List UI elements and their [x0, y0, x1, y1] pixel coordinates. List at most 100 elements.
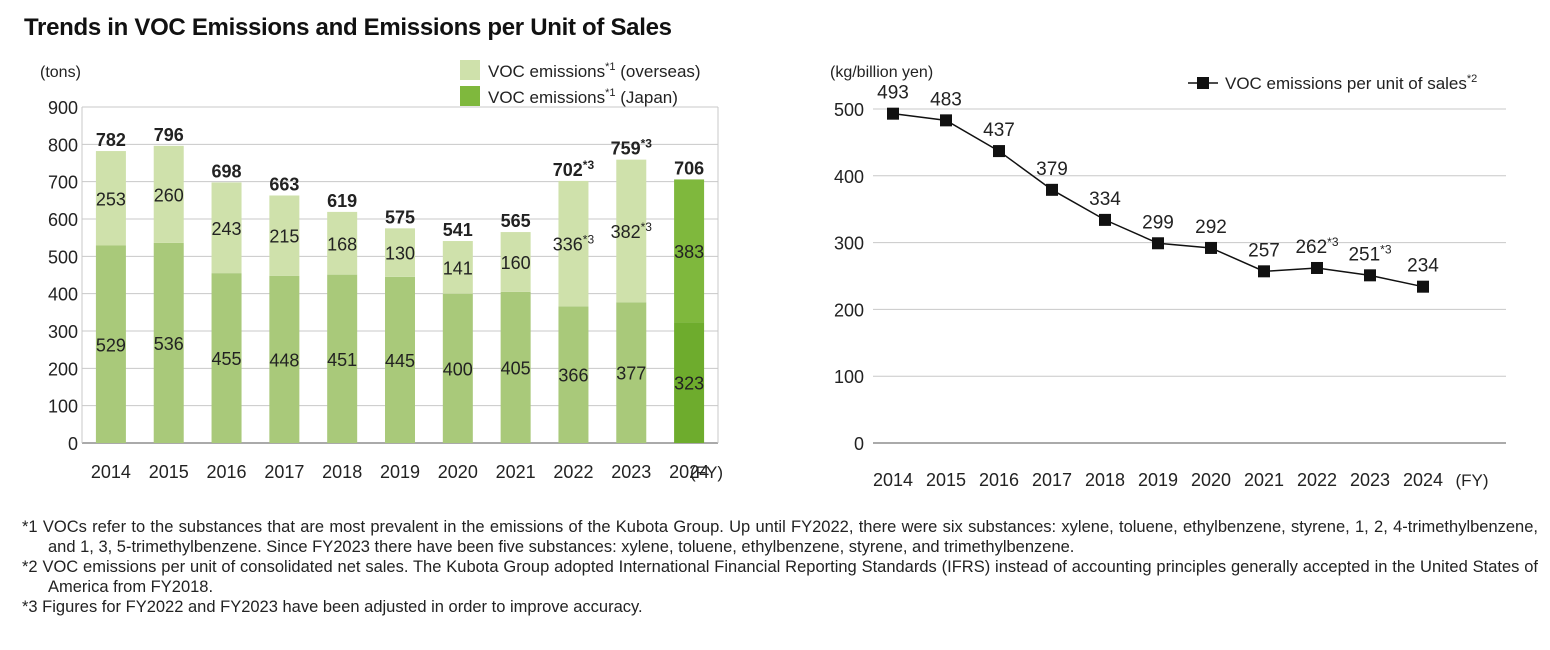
y-tick-label: 200 [48, 359, 78, 379]
data-point [993, 145, 1005, 158]
stacked-bar-chart: (tons) 0 100 200 300 400 500 600 700 800 900 529 253… [40, 60, 723, 482]
legend: VOC emissions*1 (overseas) VOC emissions*… [460, 60, 701, 107]
y-tick-label: 0 [68, 434, 78, 454]
x-axis-unit: (FY) [690, 463, 723, 482]
x-tick-label: 2019 [380, 462, 420, 482]
x-tick-label: 2018 [322, 462, 362, 482]
y-tick-label: 800 [48, 135, 78, 155]
total-label: 702*3 [553, 158, 595, 180]
bar-overseas [95, 151, 126, 246]
data-label-japan: 448 [269, 350, 299, 370]
x-tick-label: 2017 [1032, 470, 1072, 490]
x-tick-label: 2014 [873, 470, 913, 490]
y-tick-label: 700 [48, 173, 78, 193]
data-label-overseas: 215 [269, 227, 299, 247]
x-tick-label: 2024 [1403, 470, 1443, 490]
data-label: 334 [1089, 189, 1121, 210]
bar-japan [674, 322, 705, 443]
legend: VOC emissions per unit of sales*2 [1188, 73, 1477, 93]
bar-japan [95, 245, 126, 443]
x-tick-label: 2015 [926, 470, 966, 490]
x-tick-label: 2021 [1244, 470, 1284, 490]
data-label-japan: 323 [674, 374, 704, 394]
data-label: 379 [1036, 159, 1068, 180]
bar-japan [385, 276, 415, 443]
x-tick-label: 2016 [979, 470, 1019, 490]
x-tick-label: 2024 [669, 462, 709, 482]
total-label: 796 [154, 125, 184, 145]
bar-overseas [674, 179, 705, 323]
bar-japan [500, 291, 531, 443]
data-label-overseas: 160 [501, 253, 531, 273]
data-label: 493 [877, 83, 909, 104]
total-label: 541 [443, 220, 473, 240]
bar-japan [211, 273, 242, 443]
x-tick-label: 2023 [611, 462, 651, 482]
footnote-3: *3 Figures for FY2022 and FY2023 have be… [22, 598, 643, 616]
data-label-overseas: 168 [327, 234, 357, 254]
bar-overseas [211, 182, 242, 274]
data-label-overseas: 382*3 [611, 220, 653, 242]
legend-swatch [460, 60, 480, 80]
data-label: 299 [1142, 212, 1174, 233]
data-label-overseas: 383 [674, 242, 704, 262]
data-label-japan: 377 [616, 364, 646, 384]
data-label: 483 [930, 89, 962, 110]
total-label: 782 [96, 130, 126, 150]
data-point [887, 107, 899, 120]
y-tick-label: 500 [48, 247, 78, 267]
x-tick-label: 2020 [1191, 470, 1231, 490]
x-tick-label: 2022 [553, 462, 593, 482]
data-label-japan: 536 [154, 334, 184, 354]
x-tick-label: 2021 [496, 462, 536, 482]
x-tick-label: 2018 [1085, 470, 1125, 490]
bar-overseas [327, 211, 358, 275]
bar-overseas [558, 180, 589, 307]
y-tick-label: 400 [834, 167, 864, 187]
data-point [1311, 261, 1323, 274]
x-tick-label: 2017 [264, 462, 304, 482]
data-label: 437 [983, 120, 1015, 141]
total-label: 759*3 [611, 137, 653, 159]
total-label: 575 [385, 207, 415, 227]
x-tick-label: 2022 [1297, 470, 1337, 490]
legend-marker [1197, 77, 1209, 89]
y-axis-label: (kg/billion yen) [830, 64, 933, 81]
line-chart: (kg/billion yen) 0 100 200 300 400 500 493 483 43… [830, 64, 1506, 490]
data-point [1046, 183, 1058, 196]
data-point [1152, 237, 1164, 250]
data-point [1205, 241, 1217, 254]
y-tick-label: 500 [834, 100, 864, 120]
bar-japan [327, 274, 358, 443]
series-line [892, 112, 1424, 288]
legend-label: VOC emissions*1 (Japan) [488, 87, 678, 107]
data-label-japan: 400 [443, 359, 473, 379]
data-label-overseas: 260 [154, 185, 184, 205]
x-tick-label: 2014 [91, 462, 131, 482]
bar-japan [558, 306, 589, 443]
data-label-japan: 451 [327, 350, 357, 370]
bar-overseas [500, 232, 531, 292]
data-point [1099, 213, 1111, 226]
data-point [1364, 269, 1376, 282]
data-point [940, 114, 952, 127]
footnotes: *1 VOCs refer to the substances that are… [22, 517, 1538, 617]
data-label-overseas: 141 [443, 258, 473, 278]
x-tick-label: 2020 [438, 462, 478, 482]
y-tick-label: 600 [48, 210, 78, 230]
data-point [1417, 280, 1429, 293]
bar-overseas [385, 228, 415, 277]
data-point [1258, 265, 1270, 278]
footnote-2: *2 VOC emissions per unit of consolidate… [22, 558, 1538, 596]
data-label-japan: 445 [385, 351, 415, 371]
y-tick-label: 400 [48, 285, 78, 305]
x-tick-label: 2023 [1350, 470, 1390, 490]
data-label: 262*3 [1295, 235, 1338, 258]
data-label-japan: 529 [96, 335, 126, 355]
y-axis-label: (tons) [40, 64, 81, 81]
bar-overseas [153, 145, 184, 243]
total-label: 565 [501, 211, 531, 231]
data-label-overseas: 253 [96, 189, 126, 209]
data-label-overseas: 336*3 [553, 233, 595, 255]
x-tick-label: 2015 [149, 462, 189, 482]
